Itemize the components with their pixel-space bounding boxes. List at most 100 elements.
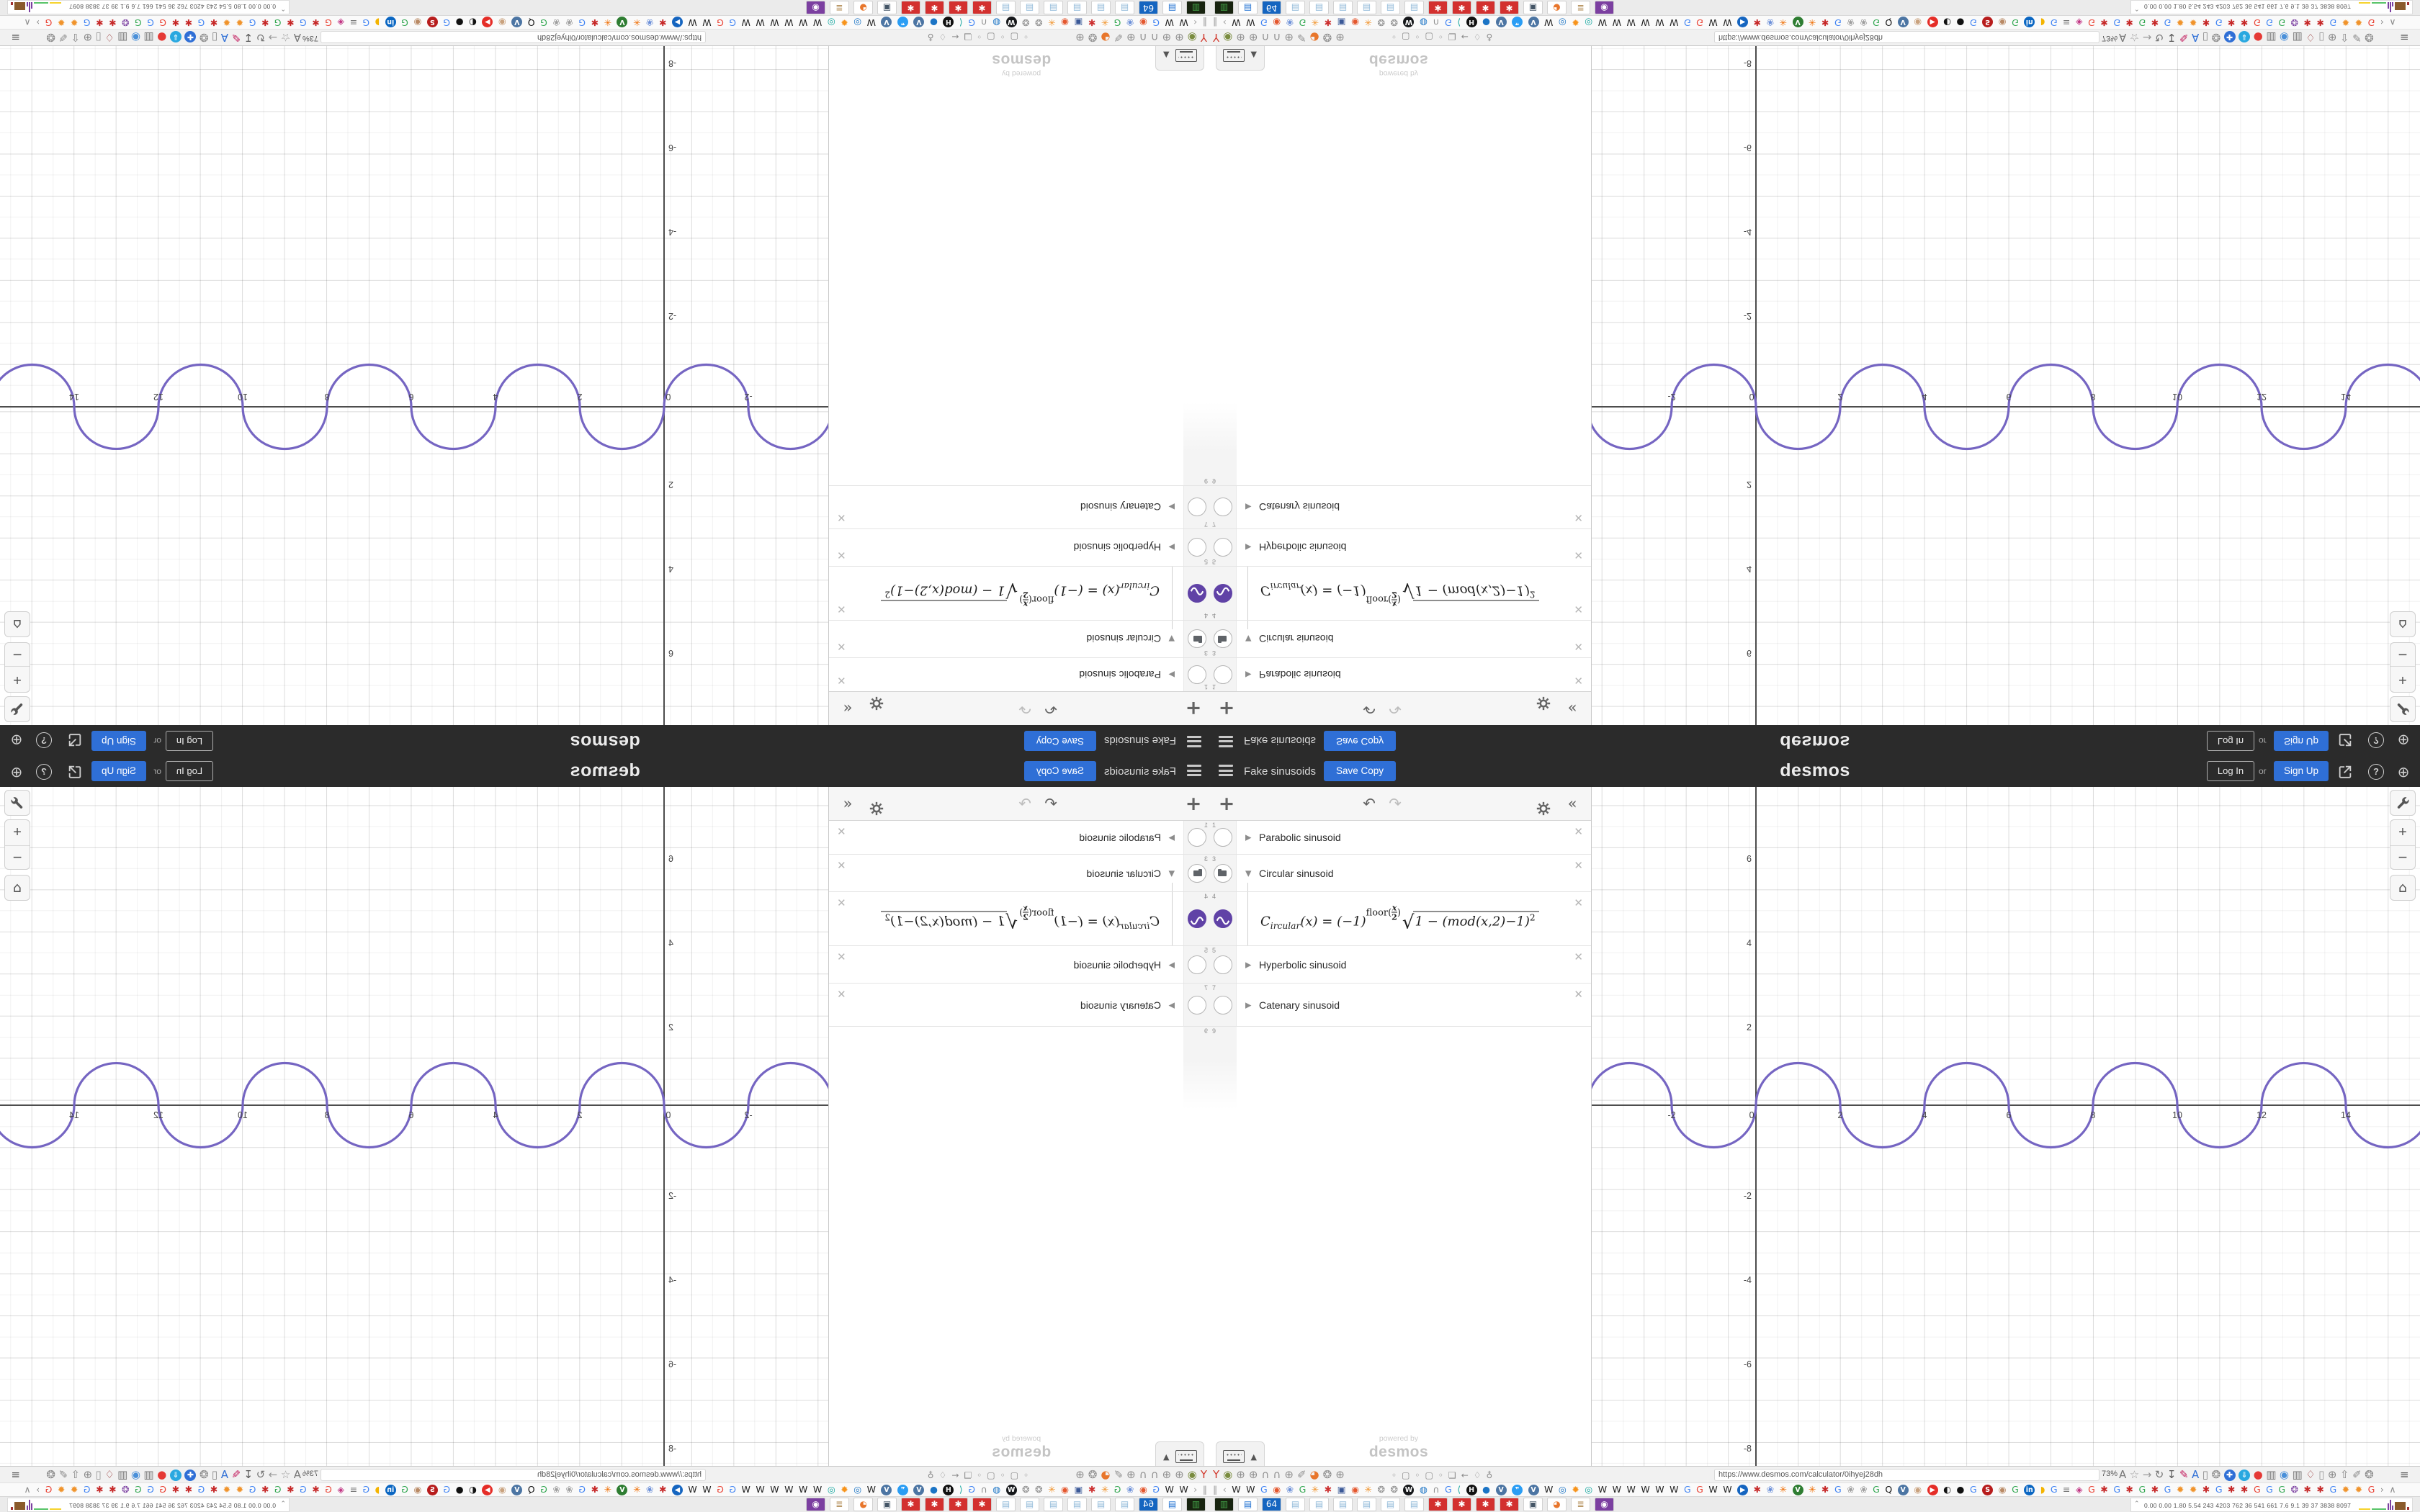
toolbar-icon[interactable]: ● (157, 1468, 167, 1481)
zoom-out-button[interactable]: − (2398, 646, 2408, 664)
bookmark-favicon[interactable]: ◉ (498, 17, 506, 29)
toolbar-icon[interactable]: ☆ (2129, 31, 2140, 44)
curve-style-icon[interactable] (1188, 584, 1206, 603)
delete-row-icon[interactable]: ✕ (837, 640, 846, 653)
bookmark-favicon[interactable]: ∧ (2389, 17, 2396, 29)
bookmark-favicon[interactable]: G (2113, 17, 2121, 29)
delete-row-icon[interactable]: ✕ (1574, 988, 1583, 1001)
browser-tab[interactable]: 64 (1139, 1498, 1158, 1511)
bookmark-favicon[interactable]: W (770, 17, 779, 29)
extension-icon[interactable]: ❂ (1322, 31, 1332, 44)
browser-tab[interactable]: ▥ (1214, 1498, 1234, 1511)
bookmark-favicon[interactable]: G (443, 1483, 451, 1495)
bookmark-favicon[interactable]: ‖ (1202, 1483, 1207, 1495)
browser-tab[interactable]: ◕ (1547, 1, 1567, 14)
folder-circle-icon[interactable] (1188, 498, 1206, 517)
bookmark-favicon[interactable]: ✱ (2202, 17, 2210, 29)
bookmark-favicon[interactable]: ✹ (2354, 1483, 2363, 1495)
bookmark-favicon[interactable]: W (741, 1483, 750, 1495)
extension-icon[interactable]: ◦ (1438, 1470, 1443, 1480)
bookmark-favicon[interactable]: ❀ (552, 17, 560, 29)
sign-up-button[interactable]: Sign Up (91, 731, 146, 751)
browser-tab[interactable]: ✱ (1476, 1, 1495, 14)
bookmark-favicon[interactable]: V (1897, 17, 1909, 28)
folder-label[interactable]: Hyperbolic sinusoid (1259, 541, 1347, 554)
bookmark-favicon[interactable]: ∩ (980, 17, 987, 29)
toolbar-icon[interactable]: ☆ (280, 31, 291, 44)
bookmark-favicon[interactable]: ◐ (468, 1483, 477, 1495)
bookmark-favicon[interactable]: G (2266, 17, 2273, 29)
bookmark-favicon[interactable]: ✳ (632, 17, 641, 29)
bookmark-favicon[interactable]: ❂ (1377, 1483, 1385, 1495)
browser-tab[interactable]: ◕ (853, 1, 873, 14)
toolbar-icon[interactable]: ▥ (117, 1468, 128, 1481)
add-expression-button[interactable]: + (1185, 793, 1202, 815)
bookmark-favicon[interactable]: ✹ (2176, 1483, 2184, 1495)
bookmark-favicon[interactable]: W (702, 17, 712, 29)
bookmark-favicon[interactable]: G (578, 1483, 586, 1495)
bookmark-favicon[interactable]: G (2278, 1483, 2286, 1495)
browser-tab[interactable]: ✱ (925, 1498, 944, 1511)
bookmark-favicon[interactable]: ◎ (853, 17, 862, 29)
toolbar-icon[interactable]: A (2192, 31, 2200, 44)
chevron-right-icon[interactable]: ▶ (1168, 543, 1175, 552)
browser-tab[interactable]: ✱ (972, 1498, 992, 1511)
bookmark-favicon[interactable]: G (248, 1483, 256, 1495)
language-globe-icon[interactable]: ⊕ (2397, 732, 2410, 749)
folder-label[interactable]: Circular sinusoid (1259, 867, 1334, 879)
bookmark-favicon[interactable]: ✱ (2316, 17, 2324, 29)
folder-label[interactable]: Catenary sinusoid (1080, 501, 1161, 513)
bookmark-favicon[interactable]: ✱ (2125, 1483, 2133, 1495)
toolbar-icon[interactable]: ◉ (2279, 31, 2290, 44)
url-bar[interactable]: https://www.desmos.com/calculator/0ihyej… (1714, 31, 2099, 43)
bookmark-favicon[interactable]: ❂ (121, 17, 130, 29)
toolbar-icon[interactable]: A (2192, 1468, 2200, 1481)
folder-label[interactable]: Parabolic sinusoid (1259, 669, 1341, 680)
bookmark-favicon[interactable]: G (197, 17, 205, 29)
bookmark-favicon[interactable]: ✹ (70, 1483, 79, 1495)
extension-icon[interactable]: ⊕ (1126, 31, 1136, 44)
folder-row-parabolic[interactable]: 1 ▶ Parabolic sinusoid ✕ (1210, 821, 1591, 855)
bookmark-favicon[interactable]: G (1696, 17, 1703, 29)
help-icon[interactable]: ? (2368, 764, 2384, 780)
bookmark-favicon[interactable]: ✹ (841, 1483, 848, 1495)
toolbar-icon[interactable]: ♢ (2305, 31, 2316, 44)
bookmark-favicon[interactable]: G (1683, 1483, 1691, 1495)
chevron-right-icon[interactable]: ▶ (1245, 960, 1252, 969)
toolbar-icon[interactable]: ↻ (256, 31, 266, 44)
bookmark-favicon[interactable]: ∧ (2389, 1483, 2396, 1495)
extension-icon[interactable]: ▢ (1402, 32, 1410, 42)
bookmark-favicon[interactable]: G (540, 17, 547, 29)
delete-row-icon[interactable]: ✕ (1574, 511, 1583, 524)
toolbar-icon[interactable]: ⇧ (2340, 1468, 2349, 1481)
delete-row-icon[interactable]: ✕ (837, 896, 846, 909)
browser-tab[interactable]: ▤ (1020, 1498, 1039, 1511)
bookmark-favicon[interactable]: ● (1482, 17, 1491, 29)
bookmark-favicon[interactable]: ❂ (2290, 17, 2299, 29)
bookmark-favicon[interactable]: ❀ (645, 17, 654, 29)
extension-icon[interactable]: ▢ (1010, 1470, 1018, 1480)
bookmark-favicon[interactable]: ◐ (1943, 17, 1952, 29)
bookmark-favicon[interactable]: G (1260, 17, 1268, 29)
bookmark-favicon[interactable]: ∧ (24, 1483, 31, 1495)
bookmark-favicon[interactable]: Q (1885, 1483, 1893, 1495)
bookmark-favicon[interactable]: G (1873, 1483, 1880, 1495)
browser-tab[interactable]: ✱ (925, 1, 944, 14)
browser-tab[interactable]: ✱ (1500, 1498, 1519, 1511)
browser-tab[interactable]: ▣ (877, 1498, 897, 1511)
bookmark-favicon[interactable]: W (784, 1483, 794, 1495)
edit-list-gear-icon[interactable] (1533, 787, 1554, 821)
bookmark-favicon[interactable]: ✱ (312, 17, 320, 29)
bookmark-favicon[interactable]: ● (1956, 1483, 1965, 1495)
bookmark-favicon[interactable]: G (1834, 17, 1842, 29)
bookmark-favicon[interactable]: ✹ (236, 17, 244, 29)
browser-tab[interactable]: ◉ (806, 1, 825, 14)
bookmark-favicon[interactable]: ‹ (1193, 17, 1198, 29)
toolbar-icon[interactable]: ✚ (184, 31, 197, 43)
bookmark-favicon[interactable]: G (2278, 17, 2286, 29)
chevron-right-icon[interactable]: ▶ (1168, 503, 1175, 512)
toolbar-icon[interactable]: ▯ (2318, 31, 2325, 44)
chevron-right-icon[interactable]: ▶ (1245, 1000, 1252, 1009)
bookmark-favicon[interactable]: ✱ (1821, 1483, 1829, 1495)
folder-label[interactable]: Parabolic sinusoid (1079, 669, 1161, 680)
